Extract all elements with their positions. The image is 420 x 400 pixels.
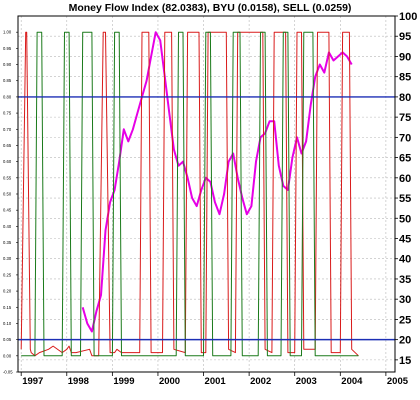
right-tick-label: 25 xyxy=(399,314,411,326)
left-tick-label: 0.55 xyxy=(3,175,12,180)
series-line-1 xyxy=(20,31,359,357)
series-line-2 xyxy=(21,31,359,357)
left-tick-label: 0.15 xyxy=(3,305,12,310)
x-tick-label: 1997 xyxy=(22,376,43,387)
left-tick-label: 1.00 xyxy=(3,30,12,35)
right-tick-label: 40 xyxy=(399,254,411,266)
left-tick-label: 0.50 xyxy=(3,192,12,197)
left-tick-label: 0.35 xyxy=(3,240,12,245)
left-tick-label: 0.95 xyxy=(3,46,12,51)
left-tick-label: 0.20 xyxy=(3,289,12,294)
right-tick-label: 100 xyxy=(399,11,417,23)
left-tick-label: -0.05 xyxy=(3,370,13,375)
right-tick-label: 95 xyxy=(399,31,411,43)
right-tick-label: 50 xyxy=(399,213,411,225)
right-tick-label: 55 xyxy=(399,193,411,205)
x-tick-label: 2002 xyxy=(250,376,271,387)
right-tick-label: 70 xyxy=(399,132,411,144)
axis-layer: 1.00 0.95 0.90 0.85 0.80 0.75 0.70 0.65 0.60 0.55… xyxy=(3,11,417,387)
right-tick-label: 20 xyxy=(399,335,411,347)
right-tick-label: 75 xyxy=(399,112,411,124)
right-tick-label: 15 xyxy=(399,355,411,367)
right-tick-label: 90 xyxy=(399,51,411,63)
x-tick-label: 2004 xyxy=(341,376,363,387)
left-tick-label: 0.80 xyxy=(3,94,12,99)
left-tick-label: 0.05 xyxy=(3,337,12,342)
left-tick-label: 0.85 xyxy=(3,78,12,83)
x-tick-label: 2005 xyxy=(387,376,409,387)
x-tick-label: 2003 xyxy=(296,376,317,387)
right-tick-label: 65 xyxy=(399,153,411,165)
chart-title: Money Flow Index (82.0383), BYU (0.0158)… xyxy=(69,2,352,14)
left-tick-label: 0.70 xyxy=(3,127,12,132)
left-tick-label: 0.60 xyxy=(3,159,12,164)
series-layer xyxy=(18,31,395,357)
x-tick-label: 2001 xyxy=(205,376,227,387)
right-tick-label: 60 xyxy=(399,173,411,185)
left-tick-label: 0.65 xyxy=(3,143,12,148)
right-tick-label: 85 xyxy=(399,72,411,84)
x-tick-label: 1998 xyxy=(68,376,89,387)
left-tick-label: 0.45 xyxy=(3,208,12,213)
right-tick-label: 35 xyxy=(399,274,411,286)
left-tick-label: 0.00 xyxy=(3,353,12,358)
series-line-0 xyxy=(81,31,353,333)
left-tick-label: 0.10 xyxy=(3,321,12,326)
left-tick-label: 0.30 xyxy=(3,256,12,261)
left-tick-label: 0.90 xyxy=(3,62,12,67)
left-tick-label: 0.75 xyxy=(3,111,12,116)
x-tick-label: 1999 xyxy=(113,376,134,387)
left-tick-label: 0.25 xyxy=(3,272,12,277)
right-tick-label: 30 xyxy=(399,294,411,306)
right-tick-label: 45 xyxy=(399,234,411,246)
right-tick-label: 80 xyxy=(399,92,411,104)
left-tick-label: 0.40 xyxy=(3,224,12,229)
x-tick-label: 2000 xyxy=(159,376,180,387)
